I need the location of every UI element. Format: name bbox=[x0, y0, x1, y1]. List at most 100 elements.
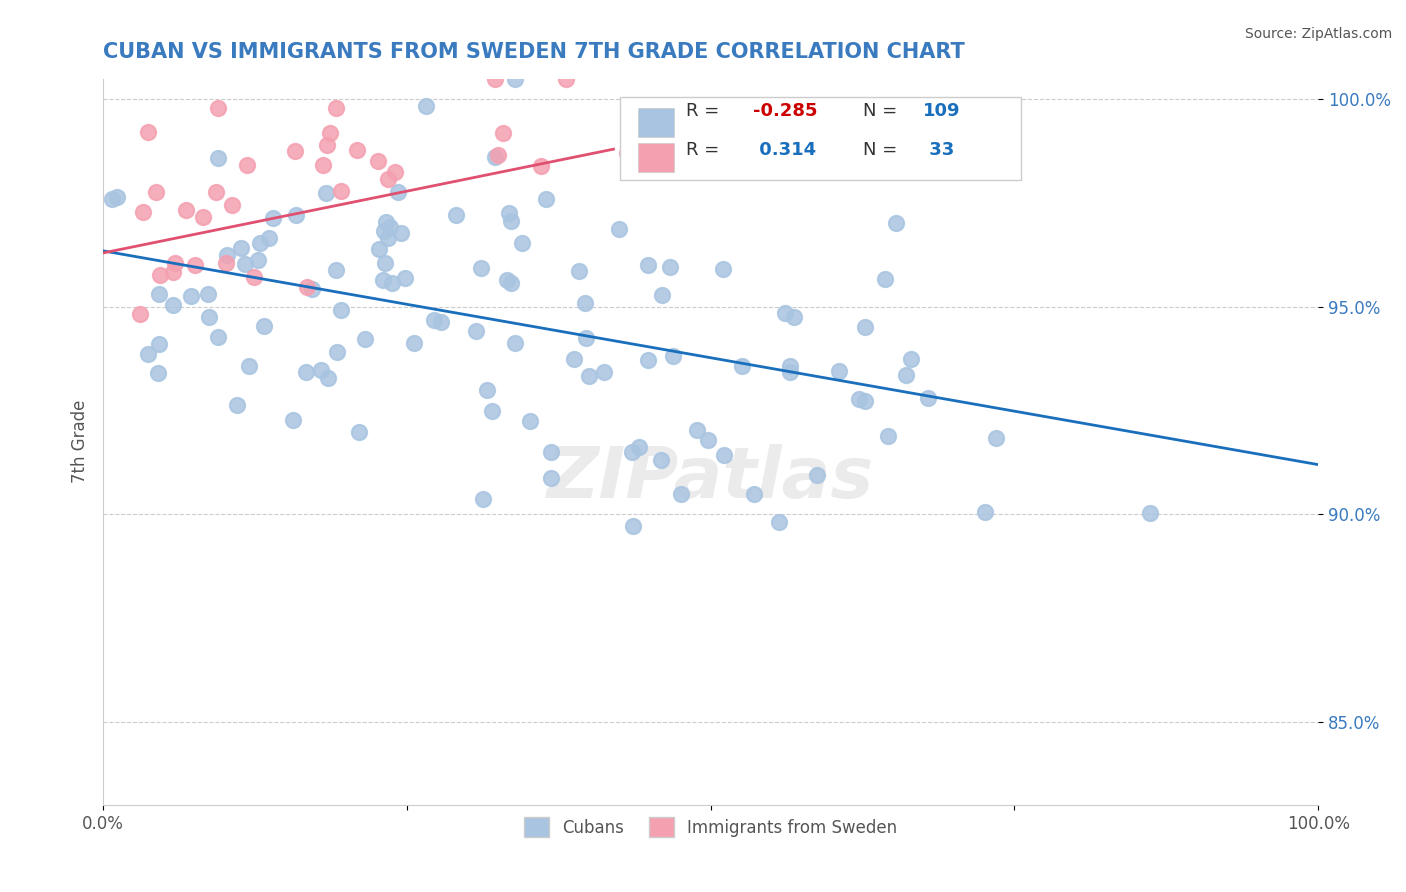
Point bbox=[377, 231, 399, 245]
Point bbox=[233, 257, 256, 271]
Point bbox=[562, 352, 585, 367]
Point bbox=[325, 101, 347, 115]
Point bbox=[136, 125, 159, 139]
Text: CUBAN VS IMMIGRANTS FROM SWEDEN 7TH GRADE CORRELATION CHART: CUBAN VS IMMIGRANTS FROM SWEDEN 7TH GRAD… bbox=[103, 42, 965, 62]
Text: 109: 109 bbox=[924, 103, 960, 120]
Point bbox=[986, 431, 1008, 445]
Point bbox=[198, 310, 221, 324]
Point bbox=[711, 262, 734, 277]
Point bbox=[316, 138, 339, 153]
Point bbox=[534, 192, 557, 206]
Point bbox=[249, 236, 271, 251]
Point bbox=[484, 151, 506, 165]
Point bbox=[389, 226, 412, 240]
Point bbox=[297, 280, 319, 294]
Point bbox=[163, 256, 186, 270]
Point bbox=[329, 184, 352, 198]
Point bbox=[207, 329, 229, 343]
Point bbox=[295, 365, 318, 379]
Point bbox=[238, 359, 260, 373]
Point bbox=[853, 319, 876, 334]
Point bbox=[215, 255, 238, 269]
Point bbox=[381, 276, 404, 290]
Text: 33: 33 bbox=[924, 141, 955, 159]
Point bbox=[319, 126, 342, 140]
Point bbox=[637, 258, 659, 272]
Y-axis label: 7th Grade: 7th Grade bbox=[72, 401, 89, 483]
Point bbox=[686, 423, 709, 437]
Point bbox=[207, 152, 229, 166]
Point bbox=[221, 197, 243, 211]
Point bbox=[530, 159, 553, 173]
Point bbox=[510, 235, 533, 250]
Point bbox=[247, 252, 270, 267]
Point bbox=[503, 335, 526, 350]
Text: R =: R = bbox=[686, 103, 725, 120]
Point bbox=[662, 349, 685, 363]
Text: -0.285: -0.285 bbox=[754, 103, 818, 120]
Point bbox=[492, 126, 515, 140]
Point bbox=[713, 448, 735, 462]
Point bbox=[519, 414, 541, 428]
Point bbox=[349, 425, 371, 439]
Point bbox=[259, 231, 281, 245]
Point bbox=[637, 352, 659, 367]
Point bbox=[148, 337, 170, 351]
Point bbox=[404, 336, 426, 351]
Point bbox=[262, 211, 284, 225]
Point bbox=[621, 519, 644, 533]
Point bbox=[658, 260, 681, 275]
Point bbox=[501, 277, 523, 291]
Point bbox=[886, 216, 908, 230]
Text: R =: R = bbox=[686, 141, 725, 159]
Point bbox=[301, 282, 323, 296]
Point bbox=[309, 363, 332, 377]
Point bbox=[384, 165, 406, 179]
Point bbox=[387, 185, 409, 199]
Point bbox=[371, 272, 394, 286]
Point bbox=[148, 366, 170, 380]
Point bbox=[540, 471, 562, 485]
Point bbox=[875, 271, 897, 285]
Point bbox=[197, 286, 219, 301]
Point bbox=[374, 215, 396, 229]
Point bbox=[578, 368, 600, 383]
Point bbox=[917, 391, 939, 405]
Point bbox=[284, 144, 307, 158]
Point bbox=[472, 492, 495, 507]
Point bbox=[367, 154, 389, 169]
Point bbox=[806, 468, 828, 483]
Point bbox=[779, 359, 801, 373]
Point bbox=[253, 318, 276, 333]
FancyBboxPatch shape bbox=[620, 96, 1021, 180]
Point bbox=[312, 158, 335, 172]
Point bbox=[368, 243, 391, 257]
Point bbox=[896, 368, 918, 383]
Point bbox=[205, 185, 228, 199]
Point bbox=[191, 210, 214, 224]
Point bbox=[378, 220, 401, 235]
Point bbox=[783, 310, 806, 324]
Point bbox=[430, 315, 453, 329]
Text: N =: N = bbox=[863, 103, 903, 120]
Point bbox=[470, 260, 492, 275]
Point bbox=[374, 256, 396, 270]
Point bbox=[284, 208, 307, 222]
Point bbox=[973, 505, 995, 519]
Point bbox=[671, 487, 693, 501]
Point bbox=[377, 172, 399, 186]
Text: Source: ZipAtlas.com: Source: ZipAtlas.com bbox=[1244, 27, 1392, 41]
Point bbox=[498, 205, 520, 219]
Point bbox=[855, 393, 877, 408]
Point bbox=[316, 371, 339, 385]
Point bbox=[132, 204, 155, 219]
Point bbox=[281, 413, 304, 427]
Point bbox=[105, 190, 128, 204]
Point bbox=[554, 71, 576, 86]
Point bbox=[373, 224, 395, 238]
Point bbox=[149, 268, 172, 282]
Point bbox=[730, 359, 752, 373]
Point bbox=[326, 344, 349, 359]
Point bbox=[574, 296, 596, 310]
Point bbox=[180, 289, 202, 303]
